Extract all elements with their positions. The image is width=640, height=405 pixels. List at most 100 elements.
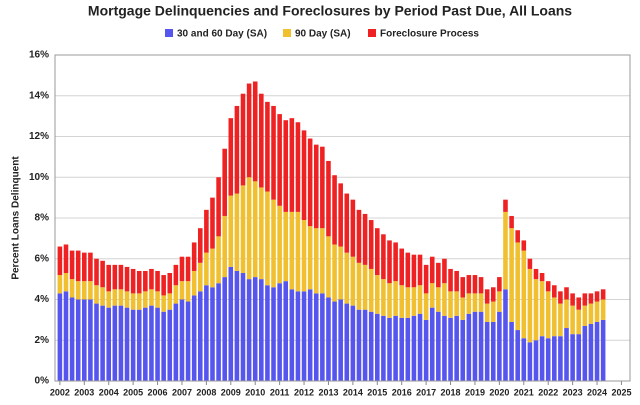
y-tick-label: 8%	[35, 213, 50, 224]
bar-segment	[69, 297, 75, 381]
bar-segment	[185, 281, 191, 302]
bar-segment	[393, 315, 398, 381]
bar-segment	[179, 299, 185, 381]
x-tick-label: 2007	[172, 387, 192, 397]
x-tick-label: 2004	[99, 387, 119, 397]
bar-segment	[289, 289, 295, 381]
bar-segment	[82, 252, 87, 282]
bar-segment	[527, 342, 533, 381]
bar-segment	[478, 277, 484, 294]
bar-segment	[277, 283, 282, 381]
bar-segment	[82, 281, 87, 300]
y-tick-label: 14%	[29, 90, 49, 101]
bar-segment	[448, 291, 453, 318]
bar-segment	[82, 299, 87, 381]
bar-segment	[222, 215, 227, 278]
bar-segment	[442, 258, 447, 284]
bar-segment	[399, 317, 404, 381]
bar-segment	[521, 250, 527, 339]
x-tick-label: 2016	[392, 387, 412, 397]
bar-segment	[576, 309, 582, 335]
bar-segment	[167, 273, 173, 294]
bar-segment	[570, 293, 575, 306]
bar-segment	[130, 268, 136, 294]
bar-segment	[301, 130, 307, 221]
bar-segment	[564, 299, 569, 329]
bar-segment	[320, 146, 325, 229]
bar-segment	[558, 303, 563, 337]
x-tick-label: 2020	[489, 387, 509, 397]
bar-segment	[570, 334, 575, 381]
bar-segment	[246, 279, 252, 381]
bar-segment	[191, 242, 197, 271]
x-tick-label: 2011	[270, 387, 290, 397]
bar-segment	[552, 285, 557, 298]
bar-segment	[582, 293, 588, 306]
bar-segment	[436, 262, 441, 288]
bar-segment	[228, 118, 234, 196]
bar-segment	[228, 195, 234, 267]
bar-segment	[417, 285, 423, 314]
bar-segment	[69, 250, 75, 280]
bar-segment	[356, 309, 362, 381]
bar-segment	[521, 240, 527, 251]
bar-segment	[252, 277, 258, 381]
bar-segment	[429, 283, 435, 308]
bar-segment	[173, 303, 179, 381]
bar-segment	[295, 291, 301, 381]
bar-segment	[143, 291, 148, 308]
bar-segment	[552, 336, 557, 381]
bar-segment	[161, 275, 166, 296]
bar-segment	[411, 315, 417, 381]
x-tick-label: 2013	[318, 387, 338, 397]
y-tick-label: 12%	[29, 131, 49, 142]
legend-label: Foreclosure Process	[380, 29, 479, 40]
bar-segment	[539, 273, 545, 282]
bar-segment	[387, 317, 392, 381]
bar-segment	[149, 305, 154, 381]
bar-segment	[375, 228, 380, 276]
y-tick-label: 0%	[35, 376, 50, 387]
bar-segment	[88, 281, 93, 300]
bar-segment	[521, 338, 527, 381]
y-tick-label: 4%	[35, 294, 50, 305]
y-tick-label: 6%	[35, 253, 50, 264]
bar-segment	[112, 289, 118, 306]
bar-segment	[539, 281, 545, 337]
bar-segment	[88, 252, 93, 282]
bar-segment	[588, 323, 594, 381]
bar-segment	[124, 291, 130, 308]
bar-segment	[454, 315, 459, 381]
bar-segment	[185, 301, 191, 381]
bar-segment	[216, 177, 221, 237]
bar-segment	[399, 285, 404, 318]
x-tick-label: 2019	[465, 387, 485, 397]
bar-segment	[313, 144, 319, 229]
bar-segment	[588, 293, 594, 304]
bar-segment	[75, 281, 81, 300]
bar-segment	[118, 305, 124, 381]
bar-segment	[417, 313, 423, 381]
bar-segment	[216, 283, 221, 381]
bar-segment	[136, 309, 142, 381]
bar-segment	[75, 299, 81, 381]
bar-segment	[375, 275, 380, 314]
bar-segment	[149, 268, 154, 290]
y-tick-label: 16%	[29, 50, 49, 61]
bar-segment	[124, 266, 130, 292]
bar-segment	[576, 334, 582, 381]
bar-segment	[429, 307, 435, 381]
bar-segment	[167, 309, 173, 381]
x-tick-label: 2022	[538, 387, 558, 397]
bar-segment	[381, 315, 386, 381]
bar-segment	[271, 287, 276, 381]
bar-segment	[436, 311, 441, 381]
bar-segment	[582, 325, 588, 381]
bar-segment	[204, 252, 209, 286]
bar-segment	[545, 291, 551, 339]
x-tick-label: 2025	[611, 387, 631, 397]
bar-segment	[362, 264, 368, 310]
bar-segment	[515, 230, 520, 243]
bar-segment	[326, 297, 331, 381]
bar-segment	[533, 340, 539, 381]
